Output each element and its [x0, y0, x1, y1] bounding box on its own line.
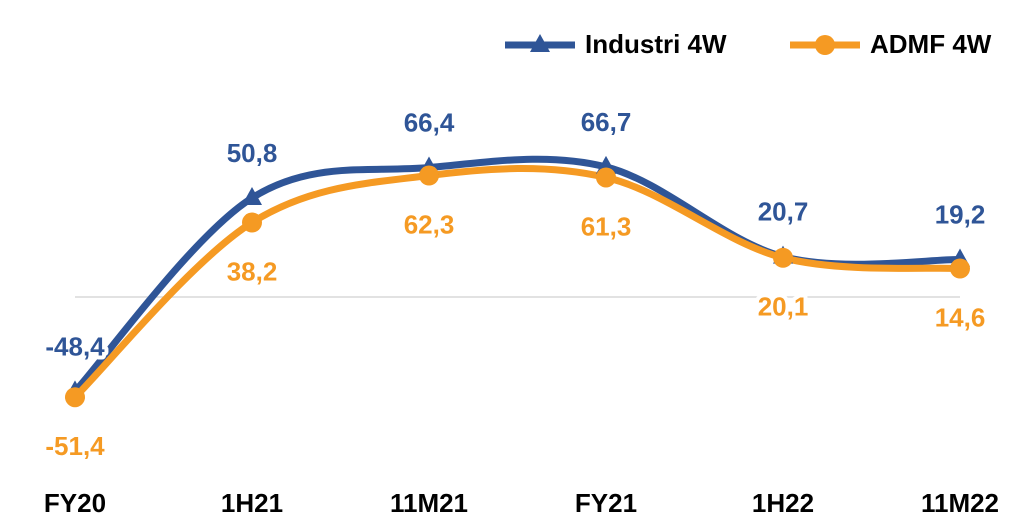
- marker: [242, 186, 262, 205]
- data-label: -48,4: [45, 331, 105, 361]
- marker: [530, 34, 550, 52]
- series-line: [71, 165, 964, 401]
- data-label: 62,3: [404, 209, 455, 239]
- legend-label: Industri 4W: [585, 29, 727, 59]
- marker: [773, 247, 793, 268]
- data-label: 14,6: [935, 302, 986, 332]
- data-label: 50,8: [227, 138, 278, 168]
- data-label: 61,3: [581, 211, 632, 241]
- marker: [242, 212, 262, 233]
- marker: [815, 35, 835, 55]
- marker: [419, 165, 439, 186]
- x-tick-label: 1H22: [752, 488, 814, 518]
- x-tick-label: 11M21: [390, 488, 468, 518]
- data-label: 66,4: [404, 107, 455, 137]
- x-tick-label: 11M22: [921, 488, 999, 518]
- data-label: 38,2: [227, 256, 278, 286]
- marker: [65, 387, 85, 408]
- marker: [596, 167, 616, 188]
- data-label: 20,1: [758, 292, 809, 322]
- legend-label: ADMF 4W: [870, 29, 992, 59]
- data-label: -51,4: [45, 431, 105, 461]
- x-tick-label: FY20: [44, 488, 106, 518]
- data-label: 19,2: [935, 199, 986, 229]
- series-line: [71, 155, 964, 395]
- x-tick-label: FY21: [575, 488, 637, 518]
- data-label: 20,7: [758, 197, 809, 227]
- marker: [950, 258, 970, 279]
- data-label: 66,7: [581, 107, 632, 137]
- x-tick-label: 1H21: [221, 488, 283, 518]
